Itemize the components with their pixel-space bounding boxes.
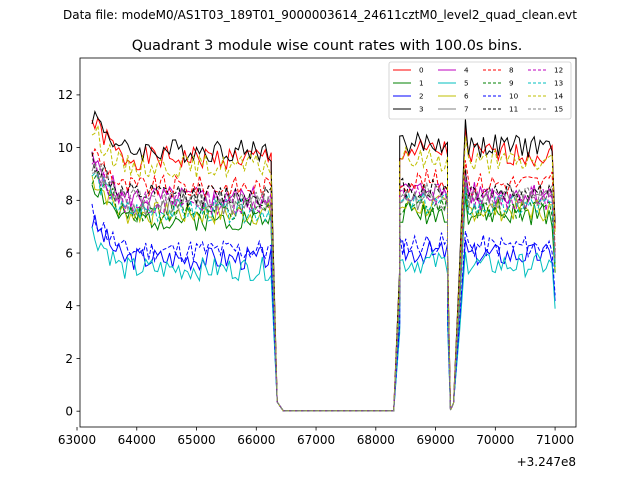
x-offset-label: +3.247e8	[517, 455, 576, 469]
legend-label-10: 10	[509, 92, 519, 101]
series-line-15	[91, 163, 556, 412]
series-line-8	[91, 147, 556, 412]
y-tick-label: 12	[58, 88, 73, 102]
axes-layer: 63000 64000 65000 66000 67000 68000 69000 70000…	[58, 88, 574, 447]
x-tick-label: 63000	[58, 433, 96, 447]
legend-label-15: 15	[554, 105, 563, 114]
legend-label-3: 3	[419, 105, 424, 114]
x-tick-label: 68000	[357, 433, 395, 447]
legend-label-6: 6	[464, 92, 469, 101]
x-tick-label: 65000	[177, 433, 215, 447]
y-tick-label: 10	[58, 141, 73, 155]
x-tick-label: 66000	[237, 433, 275, 447]
legend-label-13: 13	[554, 79, 563, 88]
y-tick-label: 2	[65, 352, 73, 366]
legend-label-14: 14	[554, 92, 564, 101]
legend-label-0: 0	[419, 66, 424, 75]
legend-label-8: 8	[509, 66, 514, 75]
series-line-9	[91, 170, 556, 412]
legend-frame	[388, 61, 572, 120]
x-tick-label: 71000	[536, 433, 574, 447]
legend-label-2: 2	[419, 92, 424, 101]
series-line-1	[91, 184, 556, 412]
chart-suptitle: Data file: modeM0/AS1T03_189T01_90000036…	[63, 8, 577, 22]
legend-label-5: 5	[464, 79, 469, 88]
series-line-5	[91, 226, 556, 412]
legend-label-4: 4	[464, 66, 469, 75]
plot-area-frame	[79, 57, 577, 428]
y-tick-label: 0	[65, 404, 73, 418]
chart-title: Quadrant 3 module wise count rates with …	[132, 38, 523, 54]
series-layer	[91, 110, 556, 412]
legend-label-11: 11	[509, 105, 518, 114]
y-tick-label: 6	[65, 246, 73, 260]
x-tick-label: 69000	[416, 433, 454, 447]
legend-label-1: 1	[419, 79, 424, 88]
series-line-0	[91, 116, 556, 412]
y-tick-label: 4	[65, 299, 73, 313]
series-line-11	[91, 152, 556, 412]
y-tick-label: 8	[65, 194, 73, 208]
x-tick-label: 64000	[118, 433, 156, 447]
legend-label-12: 12	[554, 66, 563, 75]
series-line-14	[91, 125, 556, 412]
x-tick-label: 70000	[476, 433, 514, 447]
legend-label-9: 9	[509, 79, 514, 88]
series-line-10	[91, 203, 556, 412]
series-line-2	[91, 214, 556, 412]
x-tick-label: 67000	[297, 433, 335, 447]
series-line-13	[91, 172, 556, 412]
legend-label-7: 7	[464, 105, 469, 114]
series-line-3	[91, 110, 556, 412]
